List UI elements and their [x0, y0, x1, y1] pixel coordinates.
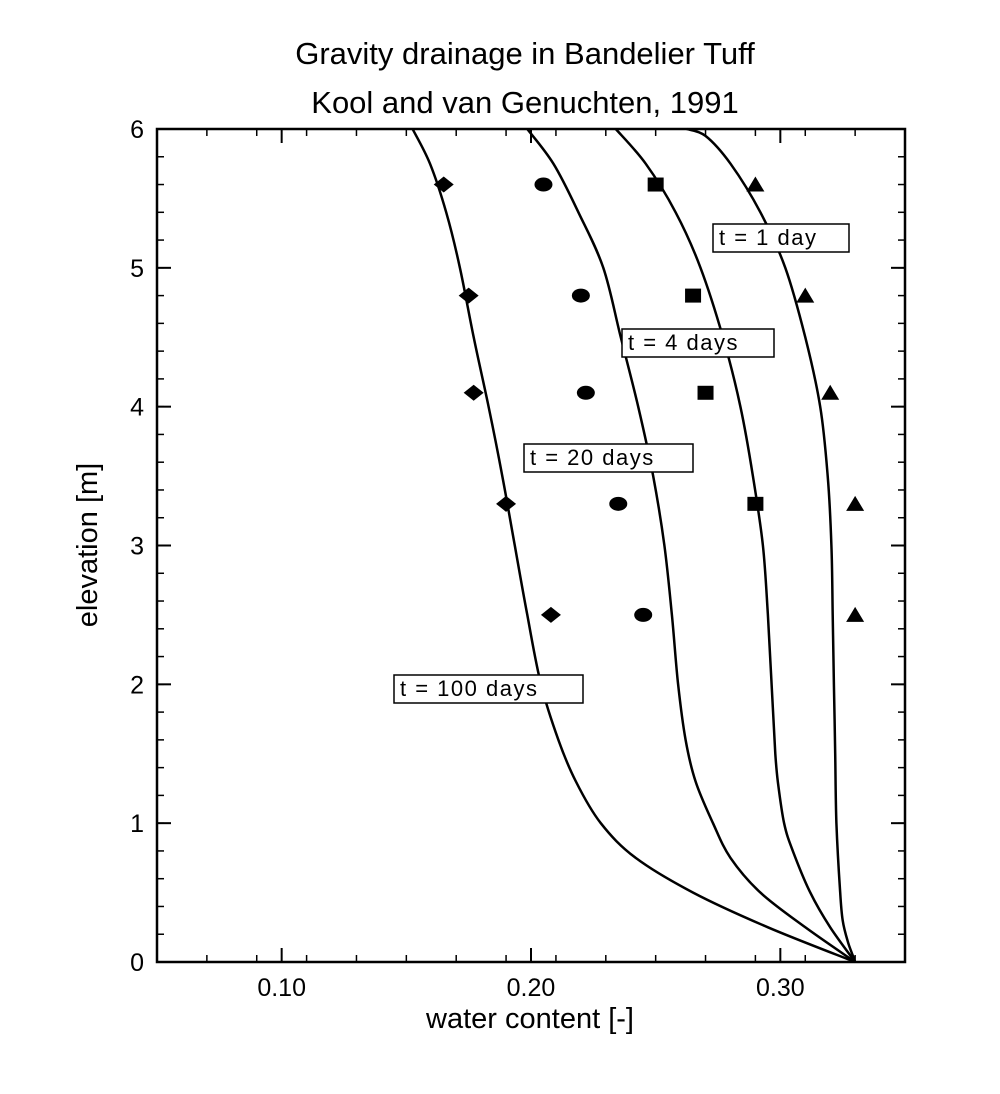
marker-square-t-4-days [685, 288, 702, 303]
marker-square-t-4-days [747, 496, 764, 511]
y-tick-label: 4 [130, 394, 144, 422]
y-tick-label: 1 [130, 810, 144, 838]
y-tick-labels: 0 1 2 3 4 5 6 [130, 116, 144, 977]
y-tick-label: 0 [130, 949, 144, 977]
svg-text:t = 100 days: t = 100 days [400, 676, 538, 701]
y-tick-label: 5 [130, 255, 144, 283]
curve-t-100-days [411, 128, 856, 964]
marker-square-t-4-days [647, 177, 664, 192]
x-axis-label: water content [-] [425, 1003, 634, 1035]
marker-triangle-t-1-day [746, 176, 765, 192]
annotation-1day: t = 1 day [712, 223, 850, 253]
chart-title: Gravity drainage in Bandelier Tuff [295, 36, 755, 71]
annotation-20days: t = 20 days [523, 443, 694, 473]
major-ticks [157, 128, 905, 963]
curve-t-20-days [526, 128, 856, 964]
plot-frame [155, 127, 907, 964]
marker-circle-t-20-days [634, 607, 653, 622]
y-tick-label: 6 [130, 116, 144, 144]
marker-diamond-t-100-days [458, 287, 479, 304]
marker-triangle-t-1-day [846, 606, 865, 622]
markers [433, 176, 865, 623]
svg-text:t = 20 days: t = 20 days [530, 445, 655, 470]
marker-diamond-t-100-days [463, 384, 484, 401]
marker-triangle-t-1-day [846, 495, 865, 511]
marker-triangle-t-1-day [821, 384, 840, 400]
marker-circle-t-20-days [534, 177, 553, 192]
marker-circle-t-20-days [576, 385, 595, 400]
marker-diamond-t-100-days [496, 495, 517, 512]
marker-circle-t-20-days [571, 288, 590, 303]
svg-text:t = 4 days: t = 4 days [628, 330, 739, 355]
chart-subtitle: Kool and van Genuchten, 1991 [311, 85, 738, 120]
y-tick-label: 3 [130, 533, 144, 561]
x-tick-label: 0.30 [756, 974, 805, 1002]
marker-circle-t-20-days [609, 496, 628, 511]
curve-t-1-day [686, 127, 857, 963]
annotation-100days: t = 100 days [393, 674, 584, 704]
x-tick-labels: 0.10 0.20 0.30 [257, 974, 804, 1002]
minor-ticks [157, 129, 905, 962]
marker-square-t-4-days [697, 385, 714, 400]
curve-t-4-days [614, 128, 857, 963]
x-tick-label: 0.20 [507, 974, 556, 1002]
y-tick-label: 2 [130, 671, 144, 699]
marker-diamond-t-100-days [540, 606, 561, 623]
curves [411, 127, 857, 964]
svg-text:t = 1 day: t = 1 day [719, 225, 818, 250]
annotation-4days: t = 4 days [621, 328, 775, 358]
marker-diamond-t-100-days [433, 176, 454, 193]
marker-triangle-t-1-day [796, 287, 815, 303]
x-tick-label: 0.10 [257, 974, 306, 1002]
y-axis-label: elevation [m] [72, 463, 104, 627]
